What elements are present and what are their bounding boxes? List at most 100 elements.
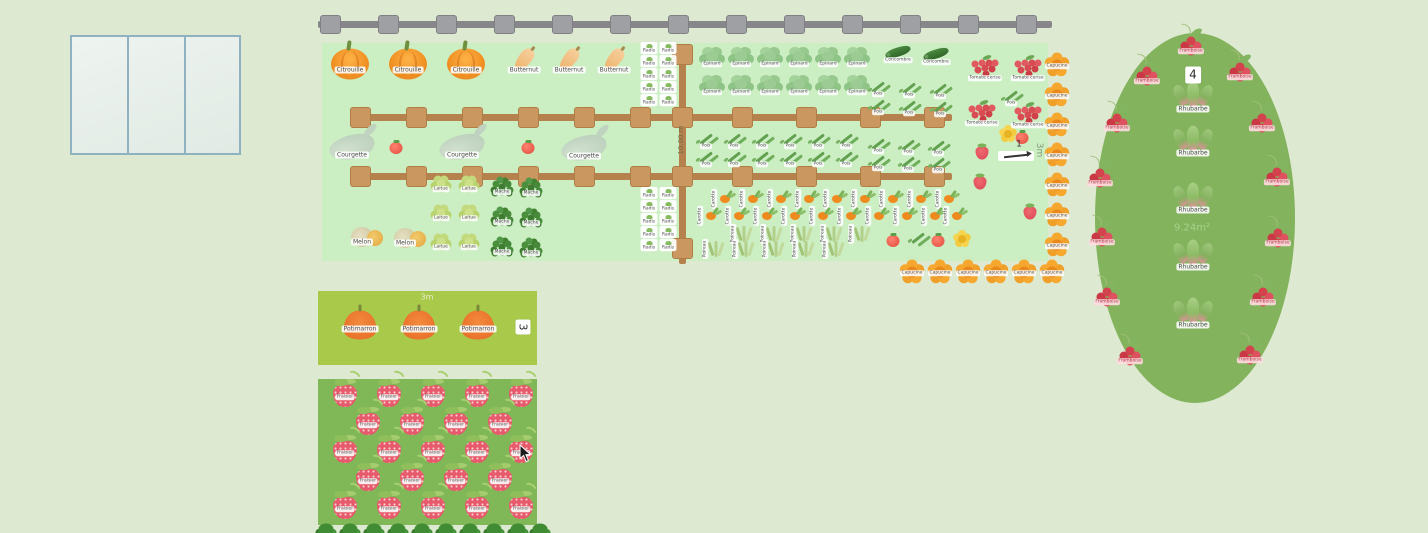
fence-post[interactable] [842, 15, 863, 34]
bushy-icon [764, 79, 776, 89]
berries-icon [981, 64, 989, 72]
framboise-icon [1258, 287, 1268, 297]
plant-label: Radis [641, 193, 657, 199]
plant-label: Fraisier [402, 478, 422, 484]
plant-label: Radis [660, 100, 676, 106]
dimension-main-bed-height: 3m [1034, 142, 1044, 158]
plant-label: Rhubarbe [1176, 263, 1210, 271]
plant-label: Pois [934, 111, 946, 117]
plant-label: Citrouille [392, 66, 424, 74]
fence-post[interactable] [610, 15, 631, 34]
trellis-post[interactable] [574, 107, 595, 128]
trellis-post[interactable] [732, 166, 753, 187]
trellis-post[interactable] [350, 107, 371, 128]
fence-post[interactable] [668, 15, 689, 34]
bushy-icon [851, 79, 863, 89]
fence-post[interactable] [436, 15, 457, 34]
plant-label: Laitue [460, 244, 478, 250]
plant-label: Carotte [879, 189, 885, 209]
lettuce-icon [436, 208, 446, 218]
plant-label: Carotte [753, 206, 759, 226]
framboise-icon [1102, 287, 1112, 297]
trellis-rail[interactable] [688, 114, 952, 121]
fence-post[interactable] [726, 15, 747, 34]
plant-label: Pois [728, 161, 740, 167]
plant-label: Épinard [846, 61, 868, 67]
fence-post[interactable] [494, 15, 515, 34]
mache-icon [527, 214, 535, 222]
plant-label: Radis [641, 219, 657, 225]
trellis-post[interactable] [518, 107, 539, 128]
plant-label: Carotte [725, 206, 731, 226]
trellis-post[interactable] [406, 107, 427, 128]
plant-label: Carotte [851, 189, 857, 209]
cold-frame[interactable] [70, 35, 241, 155]
rhubarb-icon [1187, 239, 1199, 265]
plant-label: Framboise [1088, 239, 1116, 245]
plant-label: Framboise [1116, 358, 1144, 364]
trellis-post[interactable] [672, 166, 693, 187]
trellis-post[interactable] [796, 166, 817, 187]
plant-label: Capucine [1045, 213, 1069, 219]
plant-label: Radis [660, 206, 676, 212]
plant-label: Pois [902, 149, 914, 155]
leek-icon [860, 226, 864, 242]
plant-label: Concombre [883, 57, 913, 63]
bushy-icon [822, 79, 834, 89]
plant-label: Radis [641, 61, 657, 67]
trellis-post[interactable] [860, 166, 881, 187]
plant-label: Poireau [822, 239, 828, 259]
trellis-post[interactable] [630, 166, 651, 187]
trellis-post[interactable] [406, 166, 427, 187]
fence-post[interactable] [900, 15, 921, 34]
plant-label: Courgette [335, 151, 369, 159]
leek-icon [714, 241, 718, 257]
bush-icon [414, 523, 430, 533]
plant-label: Radis [641, 87, 657, 93]
bushy-icon [764, 51, 776, 61]
trellis-rail[interactable] [688, 173, 952, 180]
trellis-rail[interactable] [679, 44, 686, 264]
dimension-potimarron-bed-width: 3m [420, 292, 434, 302]
rhubarb-icon [1187, 125, 1199, 151]
fence-post[interactable] [1016, 15, 1037, 34]
bed-number-1: 1 [1016, 139, 1022, 150]
rhubarb-icon [1187, 182, 1199, 208]
trellis-post[interactable] [574, 166, 595, 187]
lettuce-icon [436, 179, 446, 189]
fence-post[interactable] [784, 15, 805, 34]
plant-label: Fraisier [490, 422, 510, 428]
trellis-post[interactable] [796, 107, 817, 128]
plant-label: Fraisier [335, 394, 355, 400]
trellis-post[interactable] [732, 107, 753, 128]
plant-label: Pois [903, 92, 915, 98]
fence-post[interactable] [378, 15, 399, 34]
trellis-post[interactable] [672, 107, 693, 128]
plant-label: Courgette [567, 152, 601, 160]
trellis-post[interactable] [350, 166, 371, 187]
fence-post[interactable] [320, 15, 341, 34]
trellis-post[interactable] [462, 107, 483, 128]
lettuce-icon [464, 237, 474, 247]
trellis-post[interactable] [672, 44, 693, 65]
plant-label: Radis [641, 245, 657, 251]
tomato-icon [521, 140, 535, 154]
tomato-icon [1015, 130, 1029, 144]
bush-icon [342, 523, 358, 533]
plant-label: Tomate cerise [1010, 75, 1046, 81]
trellis-post[interactable] [630, 107, 651, 128]
plant-label: Poireau [762, 239, 768, 259]
fence-post[interactable] [552, 15, 573, 34]
rhubarb-icon [1187, 297, 1199, 323]
plant-label: Rhubarbe [1176, 105, 1210, 113]
plant-label: Épinard [701, 89, 723, 95]
bed-number-3: 3 [515, 319, 531, 335]
bushy-icon [735, 51, 747, 61]
plant-label: Capucine [956, 270, 980, 276]
plant-label: Pois [872, 109, 884, 115]
fence-post[interactable] [958, 15, 979, 34]
plant-label: Carotte [935, 189, 941, 209]
bush-icon [486, 523, 502, 533]
plant-label: Fraisier [423, 506, 443, 512]
plant-label: Fraisier [402, 422, 422, 428]
